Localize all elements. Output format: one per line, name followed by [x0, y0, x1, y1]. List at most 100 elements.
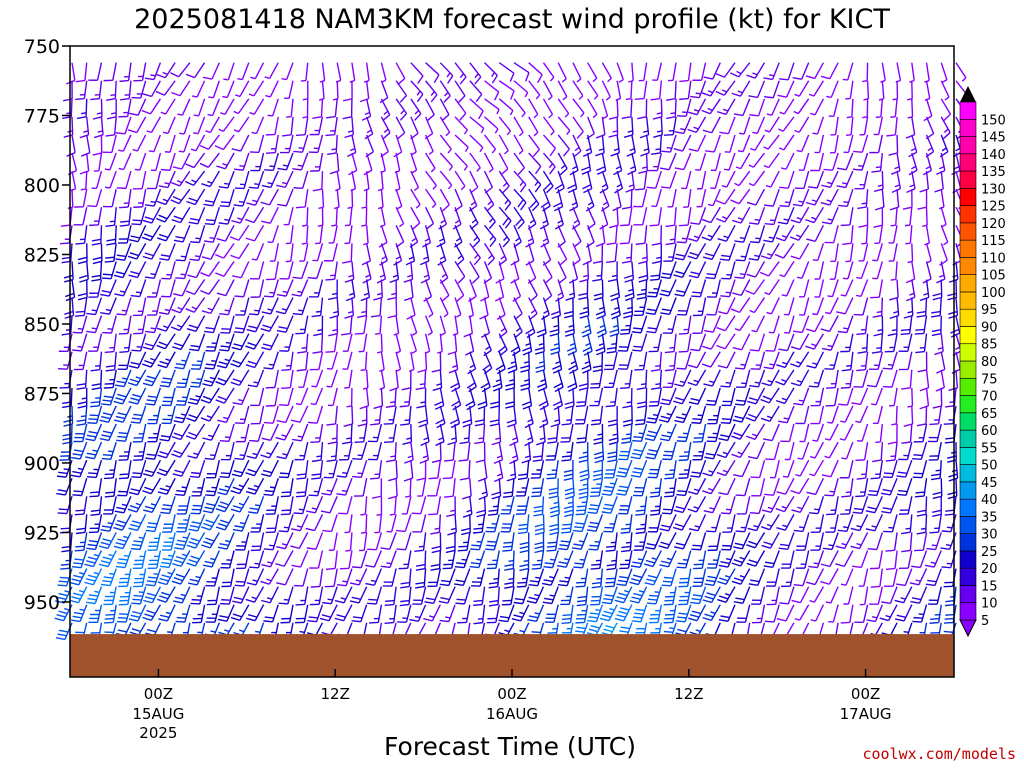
- wind-barb: [625, 279, 634, 300]
- colorbar-label: 100: [981, 286, 1006, 301]
- wind-barb: [749, 569, 765, 586]
- wind-barb: [707, 279, 720, 297]
- wind-barb: [217, 478, 234, 494]
- wind-barb: [679, 316, 691, 334]
- wind-barb: [812, 424, 823, 441]
- wind-barb: [263, 605, 278, 622]
- wind-barb: [402, 496, 411, 514]
- wind-barb: [558, 99, 568, 117]
- wind-barb: [869, 135, 882, 153]
- wind-barb: [455, 99, 466, 120]
- wind-barb: [361, 189, 366, 208]
- wind-barb: [822, 460, 838, 476]
- wind-barb: [747, 189, 764, 205]
- wind-barb: [335, 587, 352, 603]
- wind-barb: [854, 370, 868, 387]
- wind-barb: [573, 514, 588, 531]
- wind-barb: [748, 442, 764, 458]
- wind-barb: [526, 316, 535, 338]
- wind-barb: [619, 551, 632, 569]
- wind-barb: [205, 442, 220, 459]
- wind-barb: [378, 189, 383, 208]
- y-tick-label: 850: [24, 314, 60, 336]
- wind-barb: [570, 153, 578, 175]
- wind-barb: [328, 279, 337, 299]
- wind-barb: [120, 81, 131, 100]
- wind-barb: [261, 334, 278, 350]
- wind-barb: [892, 171, 900, 192]
- wind-barb: [830, 117, 838, 135]
- wind-barb: [490, 406, 499, 426]
- wind-barb: [674, 496, 691, 512]
- wind-barb: [838, 316, 853, 333]
- wind-barb: [417, 478, 425, 496]
- wind-barb: [581, 153, 590, 174]
- wind-barb: [558, 569, 573, 586]
- wind-barb: [676, 605, 691, 622]
- wind-barb: [676, 352, 690, 369]
- wind-barb: [765, 207, 780, 224]
- wind-barb: [455, 243, 464, 265]
- wind-barb: [664, 460, 676, 478]
- wind-barb: [867, 370, 882, 387]
- wind-barb: [651, 370, 661, 389]
- wind-barb: [292, 551, 308, 568]
- wind-barb: [396, 532, 410, 549]
- wind-barb: [794, 99, 809, 114]
- wind-barb: [416, 370, 426, 390]
- colorbar-label: 80: [981, 355, 998, 370]
- wind-barb: [822, 207, 838, 224]
- wind-barb: [645, 442, 661, 459]
- wind-barb: [519, 551, 528, 571]
- wind-barb: [379, 225, 387, 247]
- wind-barb: [105, 153, 116, 170]
- wind-barb: [651, 81, 662, 100]
- wind-barb: [67, 135, 76, 156]
- colorbar-swatch: [960, 430, 976, 447]
- wind-barb: [203, 496, 219, 512]
- wind-barb: [270, 243, 278, 261]
- wind-barb: [485, 153, 494, 172]
- wind-barb: [485, 99, 500, 114]
- wind-barb: [734, 99, 750, 116]
- wind-barb: [440, 189, 449, 211]
- wind-barb: [394, 135, 402, 157]
- wind-barb: [703, 117, 720, 133]
- wind-barb: [889, 243, 897, 261]
- wind-barb: [573, 243, 580, 265]
- wind-barb: [647, 171, 662, 188]
- wind-barb: [470, 225, 480, 247]
- wind-barb: [917, 406, 927, 426]
- wind-barb: [769, 316, 779, 333]
- wind-barb: [276, 569, 293, 585]
- wind-barb: [235, 532, 248, 549]
- wind-barb: [529, 81, 540, 99]
- wind-barb: [310, 153, 322, 171]
- wind-barb: [499, 189, 510, 210]
- wind-barb: [931, 298, 941, 317]
- wind-barb: [388, 460, 397, 480]
- wind-barb: [174, 225, 190, 242]
- wind-barb: [764, 478, 779, 495]
- wind-barb: [92, 225, 102, 245]
- wind-barb: [766, 171, 779, 187]
- wind-barb: [104, 63, 117, 81]
- wind-barb: [628, 63, 633, 82]
- wind-barb: [315, 225, 322, 243]
- wind-barb: [926, 569, 941, 586]
- wind-barb: [485, 135, 496, 153]
- wind-barb: [529, 279, 537, 301]
- wind-barb: [791, 243, 809, 259]
- wind-barb: [135, 153, 146, 170]
- wind-barb: [824, 153, 839, 170]
- wind-barb: [828, 605, 838, 622]
- colorbar-swatch: [960, 292, 976, 309]
- wind-barb: [691, 279, 705, 296]
- wind-barb: [337, 460, 352, 477]
- wind-barb: [165, 135, 175, 152]
- wind-barb: [529, 298, 537, 320]
- wind-barb: [692, 63, 705, 81]
- wind-barb: [609, 117, 618, 137]
- wind-barb: [661, 261, 676, 278]
- wind-barb: [795, 605, 809, 621]
